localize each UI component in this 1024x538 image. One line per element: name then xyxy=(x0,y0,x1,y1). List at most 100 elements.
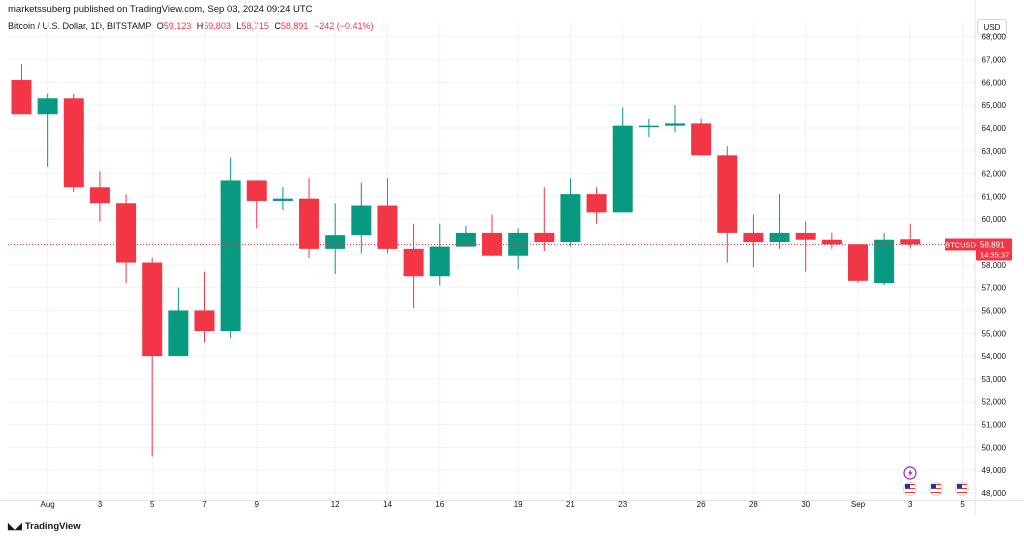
candles xyxy=(11,64,921,457)
ticker-tag xyxy=(945,238,976,251)
y-tick-label: 66,000 xyxy=(982,78,1007,87)
x-tick-label: 7 xyxy=(202,500,207,509)
candle-body xyxy=(37,98,58,115)
ohlc-high-key: H xyxy=(196,21,204,31)
x-tick-label: 19 xyxy=(514,500,523,509)
y-tick-label: 58,000 xyxy=(982,261,1007,270)
x-tick-label: 3 xyxy=(908,500,913,509)
flag-stripe xyxy=(957,492,967,493)
candle-body xyxy=(429,246,450,277)
lightning-bolt xyxy=(908,469,913,477)
flag-canton xyxy=(931,484,936,489)
price-tag xyxy=(976,238,1012,261)
ticker-tag-label: BTCUSD xyxy=(945,241,976,250)
candle-body xyxy=(717,155,738,233)
x-tick-label: Sep xyxy=(851,500,866,509)
y-tick-label: 63,000 xyxy=(982,147,1007,156)
tradingview-logo-icon: ◣◢ xyxy=(8,521,22,531)
x-tick-label: 9 xyxy=(255,500,260,509)
candle-body xyxy=(403,248,424,277)
flag-stripe xyxy=(931,490,941,491)
flag-stripe xyxy=(957,490,967,491)
price-change: −242 (−0.41%) xyxy=(313,21,374,31)
flag-stripe xyxy=(931,492,941,493)
candle-body xyxy=(299,198,320,249)
symbol-title: Bitcoin / U.S. Dollar, 1D, BITSTAMP xyxy=(8,21,152,31)
candle-body xyxy=(900,239,921,245)
candle-body xyxy=(691,123,712,156)
y-tick-label: 50,000 xyxy=(982,443,1007,452)
tradingview-brand[interactable]: ◣◢ TradingView xyxy=(8,521,81,532)
ohlc-open-key: O xyxy=(156,21,164,31)
publisher-line: marketssuberg published on TradingView.c… xyxy=(8,4,313,15)
y-tick-label: 62,000 xyxy=(982,170,1007,179)
x-tick-label: 5 xyxy=(960,500,965,509)
candle-body xyxy=(89,187,110,204)
candle-body xyxy=(272,198,293,201)
x-tick-label: 30 xyxy=(801,500,810,509)
y-tick-label: 68,000 xyxy=(982,33,1007,42)
ohlc-high-value: 59,803 xyxy=(203,21,231,31)
price-tag-countdown: 14:35:37 xyxy=(980,251,1009,260)
x-tick-label: 16 xyxy=(435,500,444,509)
y-tick-label: 49,000 xyxy=(982,466,1007,475)
y-tick-label: 54,000 xyxy=(982,352,1007,361)
x-tick-label: 3 xyxy=(98,500,103,509)
x-tick-label: Aug xyxy=(41,500,55,509)
price-tag-value: 58,891 xyxy=(980,241,1005,250)
candle-body xyxy=(325,235,346,249)
candle-body xyxy=(795,232,816,240)
candle-body xyxy=(482,232,503,256)
ohlc-low-value: 58,715 xyxy=(241,21,269,31)
candle-body xyxy=(142,262,163,357)
ohlc-open-value: 59,123 xyxy=(163,21,192,31)
candle-body xyxy=(821,239,842,245)
ohlc-close-value: 58,891 xyxy=(280,21,309,31)
candle-body xyxy=(63,98,84,188)
symbol-legend: Bitcoin / U.S. Dollar, 1D, BITSTAMP O59,… xyxy=(8,21,374,31)
candle-body xyxy=(612,125,633,213)
candle-body xyxy=(455,232,476,247)
y-tick-label: 57,000 xyxy=(982,284,1007,293)
candle-body xyxy=(116,203,137,263)
lightning-icon[interactable] xyxy=(903,466,917,480)
flag-stripe xyxy=(905,490,915,491)
candle-body xyxy=(246,180,267,201)
candle-body xyxy=(194,310,215,332)
candle-body xyxy=(534,232,555,243)
y-tick-label: 48,000 xyxy=(982,489,1007,498)
candle-body xyxy=(874,239,895,284)
ohlc-close-key: C xyxy=(274,21,281,31)
x-tick-label: 12 xyxy=(331,500,340,509)
y-tick-label: 52,000 xyxy=(982,398,1007,407)
candle-body xyxy=(560,194,581,243)
x-tick-label: 23 xyxy=(618,500,627,509)
flag-canton xyxy=(905,484,910,489)
flag-canton xyxy=(957,484,962,489)
currency-button[interactable]: USD xyxy=(977,19,1007,35)
candle-body xyxy=(638,125,659,128)
us-flag-icon[interactable] xyxy=(955,482,969,496)
y-tick-label: 60,000 xyxy=(982,215,1007,224)
x-tick-label: 28 xyxy=(749,500,758,509)
candle-body xyxy=(351,205,372,236)
y-tick-label: 65,000 xyxy=(982,101,1007,110)
axes: 48,000 49,000 50,000 51,000 52,000 53,000 54,0… xyxy=(0,0,1024,515)
x-tick-label: 26 xyxy=(697,500,706,509)
flag-stripe xyxy=(905,492,915,493)
event-icons[interactable] xyxy=(903,466,969,496)
y-tick-label: 53,000 xyxy=(982,375,1007,384)
y-tick-label: 67,000 xyxy=(982,56,1007,65)
y-tick-label: 61,000 xyxy=(982,192,1007,201)
candle-body xyxy=(769,232,790,243)
candle-body xyxy=(168,310,189,357)
us-flag-icon[interactable] xyxy=(929,482,943,496)
x-tick-label: 5 xyxy=(150,500,155,509)
us-flag-icon[interactable] xyxy=(903,482,917,496)
y-tick-label: 51,000 xyxy=(982,421,1007,430)
y-tick-label: 55,000 xyxy=(982,329,1007,338)
candle-body xyxy=(11,80,32,115)
ohlc-low-key: L xyxy=(236,21,242,31)
